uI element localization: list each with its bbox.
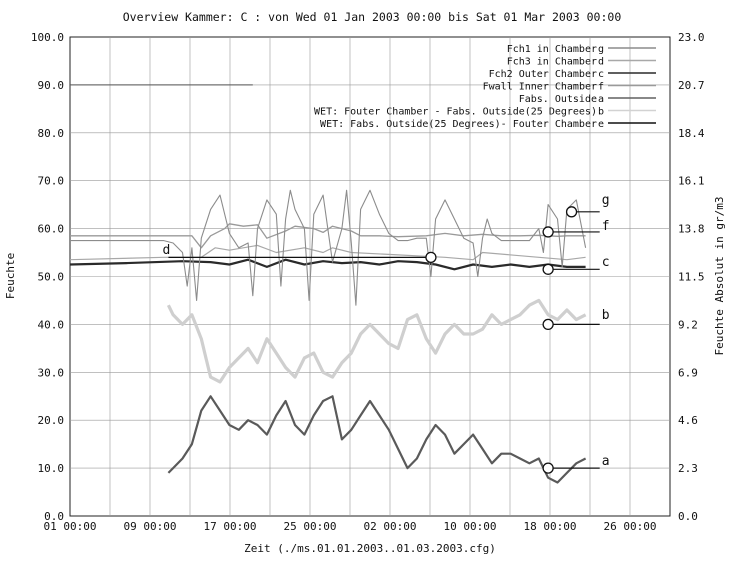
y2-axis-label: Feuchte Absolut in gr/m3 [713,197,726,356]
y2-tick-label: 23.0 [678,31,705,44]
y2-tick-label: 2.3 [678,462,698,475]
x-axis-ticks: 01 00:00 09 00:00 17 00:00 25 00:00 02 00:00… [44,520,657,533]
legend-marker-letter: c [598,69,604,80]
legend-label: Fch2 Outer Chamber [489,69,597,80]
y-axis-ticks: 0.010.020.030.040.050.060.070.080.090.01… [31,31,64,523]
x-tick-label: 26 00:00 [604,520,657,533]
y-tick-label: 100.0 [31,31,64,44]
x-tick-label: 09 00:00 [124,520,177,533]
y2-axis-ticks: 0.0 2.3 4.6 6.9 9.2 11.5 13.8 16.1 18.4 20.7 23.0 [678,31,705,523]
point-label-text: d [162,243,170,258]
x-axis-label: Zeit (./ms.01.01.2003..01.03.2003.cfg) [244,542,496,555]
data-series [70,85,586,483]
x-tick-label: 10 00:00 [444,520,497,533]
point-label-text: c [602,255,610,270]
point-label-marker [543,319,553,329]
y-tick-label: 30.0 [38,366,65,379]
legend-label: Fch3 in Chamber [507,57,597,68]
y-tick-label: 80.0 [38,127,65,140]
series-line-b [168,300,585,382]
y2-tick-label: 11.5 [678,271,705,284]
legend-marker-letter: a [598,94,604,105]
point-label-marker [567,207,577,217]
point-label-marker [543,264,553,274]
series-line-a [168,396,585,482]
legend-label: WET: Fouter Chamber - Fabs. Outside(25 D… [314,107,597,118]
legend-marker-letter: b [598,107,604,118]
y2-tick-label: 13.8 [678,223,705,236]
point-label-marker [543,227,553,237]
point-label-text: b [602,308,610,323]
y-tick-label: 50.0 [38,271,65,284]
legend-label: WET: Fabs. Outside(25 Degrees)- Fouter C… [320,119,597,130]
series-line-g [70,190,586,305]
x-tick-label: 25 00:00 [284,520,337,533]
legend-marker-letter: e [598,119,604,130]
point-label-text: f [602,219,610,234]
y-tick-label: 60.0 [38,223,65,236]
legend-marker-letter: f [598,82,604,93]
y-tick-label: 10.0 [38,462,65,475]
chart-title: Overview Kammer: C : von Wed 01 Jan 2003… [123,10,622,24]
y2-tick-label: 20.7 [678,79,705,92]
y2-tick-label: 18.4 [678,127,705,140]
y2-tick-label: 9.2 [678,318,698,331]
legend-label: Fch1 in Chamber [507,44,597,55]
point-label-text: g [602,193,610,208]
x-tick-label: 02 00:00 [364,520,417,533]
legend-marker-letter: g [598,44,604,55]
x-tick-label: 18 00:00 [524,520,577,533]
y2-tick-label: 0.0 [678,510,698,523]
y-tick-label: 70.0 [38,175,65,188]
y-axis-label: Feuchte [4,253,17,299]
x-tick-label: 17 00:00 [204,520,257,533]
legend-label: Fwall Inner Chamber [483,82,597,93]
y2-tick-label: 4.6 [678,414,698,427]
point-label-marker [543,463,553,473]
legend-label: Fabs. Outside [519,94,597,105]
y2-tick-label: 6.9 [678,366,698,379]
point-label-marker [426,252,436,262]
legend-marker-letter: d [598,57,604,68]
y-tick-label: 90.0 [38,79,65,92]
y2-tick-label: 16.1 [678,175,705,188]
x-tick-label: 01 00:00 [44,520,97,533]
y-tick-label: 20.0 [38,414,65,427]
series-line-c [70,260,586,270]
point-label-text: a [602,454,610,469]
y-tick-label: 40.0 [38,318,65,331]
